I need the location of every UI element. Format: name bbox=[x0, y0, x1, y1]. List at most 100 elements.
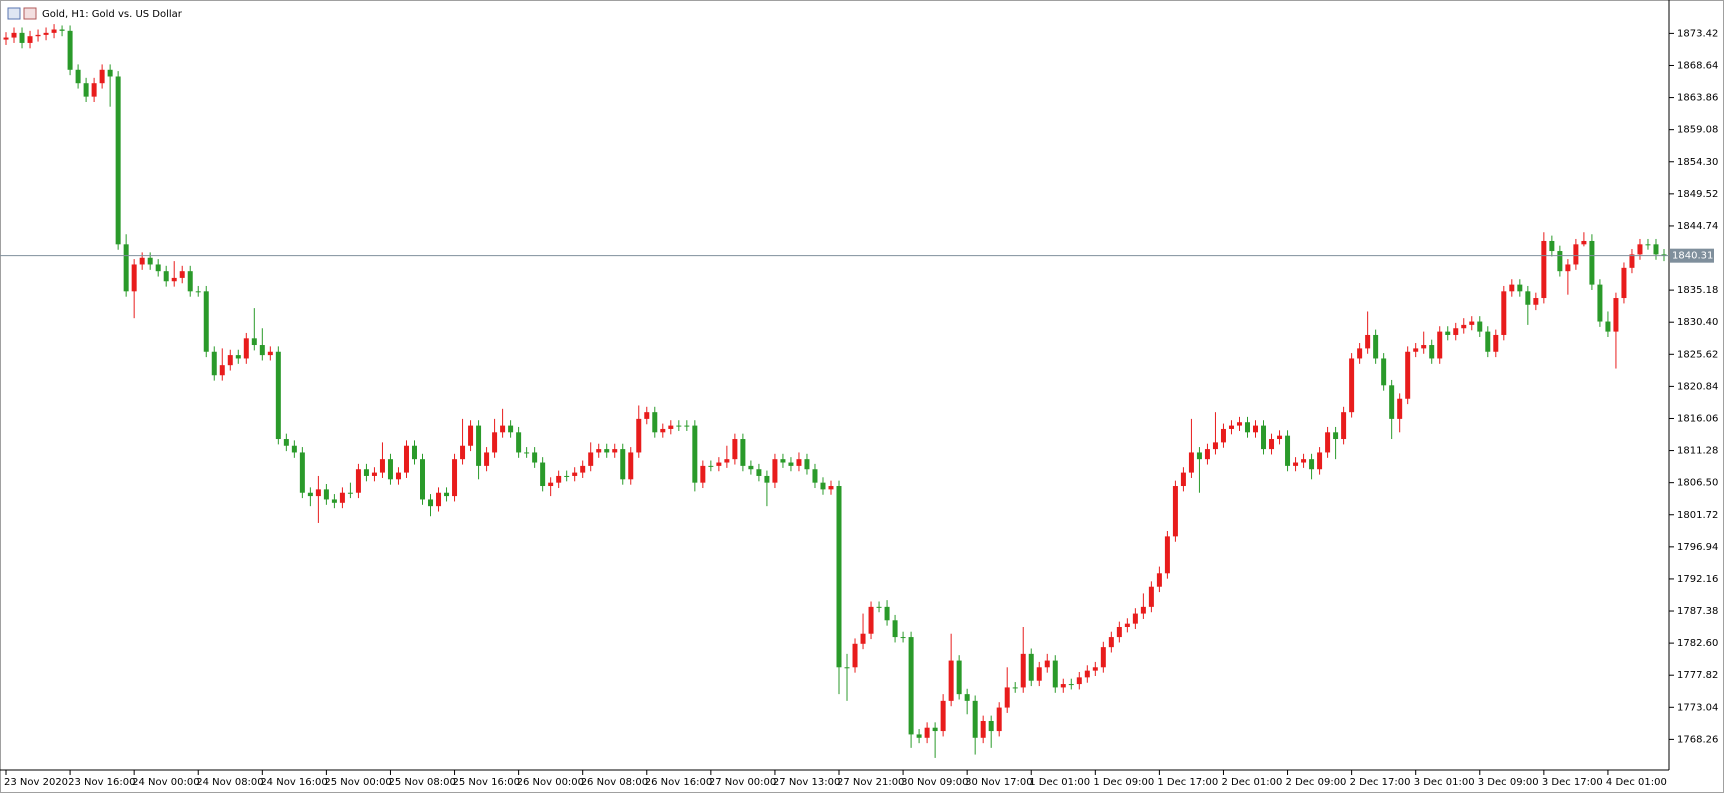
x-tick-label: 2 Dec 01:00 bbox=[1221, 777, 1282, 788]
candle-body bbox=[1196, 452, 1202, 460]
candle-body bbox=[203, 291, 209, 352]
candle-body bbox=[99, 69, 105, 84]
candle-body bbox=[788, 462, 794, 466]
candle-body bbox=[315, 489, 321, 497]
candle-body bbox=[476, 425, 482, 466]
candle-body bbox=[596, 449, 602, 453]
candle-body bbox=[131, 264, 137, 292]
candle-body bbox=[1453, 328, 1459, 335]
candle-body bbox=[1621, 267, 1627, 299]
candle-body bbox=[1277, 435, 1283, 440]
candle-body bbox=[1381, 358, 1387, 386]
candle-body bbox=[1188, 452, 1194, 473]
candle-body bbox=[1060, 684, 1066, 688]
candle-body bbox=[1020, 653, 1026, 688]
candle-body bbox=[179, 271, 185, 278]
candle-body bbox=[235, 355, 241, 359]
candle-body bbox=[828, 486, 834, 490]
y-tick-label: 1854.30 bbox=[1677, 157, 1718, 168]
candle-body bbox=[267, 351, 273, 356]
candle-body bbox=[724, 459, 730, 463]
y-tick-label: 1816.06 bbox=[1677, 413, 1718, 424]
candle-body bbox=[1317, 452, 1323, 470]
candle-body bbox=[948, 660, 954, 701]
x-tick-label: 26 Nov 16:00 bbox=[645, 777, 712, 788]
candle-body bbox=[1349, 358, 1355, 413]
candle-body bbox=[916, 734, 922, 738]
candle-body bbox=[748, 465, 754, 470]
candle-body bbox=[27, 36, 33, 43]
x-tick-label: 3 Dec 17:00 bbox=[1542, 777, 1603, 788]
candle-body bbox=[620, 449, 626, 480]
candle-body bbox=[1164, 536, 1170, 574]
x-tick-label: 23 Nov 16:00 bbox=[68, 777, 135, 788]
candle-body bbox=[588, 452, 594, 466]
candle-body bbox=[1637, 244, 1643, 255]
candle-body bbox=[1004, 687, 1010, 708]
candle-body bbox=[171, 277, 177, 282]
x-tick-label: 25 Nov 08:00 bbox=[388, 777, 455, 788]
candle-body bbox=[1357, 348, 1363, 359]
candle-body bbox=[387, 459, 393, 480]
candle-body bbox=[1597, 284, 1603, 322]
candle-body bbox=[43, 32, 49, 35]
candle-body bbox=[524, 452, 530, 454]
candle-body bbox=[1261, 425, 1267, 450]
candle-body bbox=[403, 445, 409, 473]
candle-body bbox=[956, 660, 962, 695]
candle-body bbox=[1565, 264, 1571, 272]
candle-body bbox=[764, 475, 770, 483]
candle-body bbox=[1012, 687, 1018, 689]
candle-body bbox=[1148, 586, 1154, 607]
candle-body bbox=[804, 459, 810, 470]
candle-body bbox=[884, 606, 890, 621]
candle-body bbox=[708, 465, 714, 467]
candle-body bbox=[492, 432, 498, 453]
candle-body bbox=[796, 459, 802, 466]
candle-body bbox=[756, 469, 762, 476]
candle-body bbox=[1212, 442, 1218, 450]
candle-body bbox=[1613, 298, 1619, 332]
x-tick-label: 2 Dec 09:00 bbox=[1286, 777, 1347, 788]
candle-body bbox=[1236, 422, 1242, 426]
candle-body bbox=[1405, 351, 1411, 399]
candle-body bbox=[532, 452, 538, 463]
candle-body bbox=[868, 606, 874, 634]
candle-body bbox=[1068, 684, 1074, 686]
candle-body bbox=[468, 425, 474, 446]
y-tick-label: 1773.04 bbox=[1677, 702, 1718, 713]
candle-body bbox=[660, 428, 666, 433]
candle-body bbox=[940, 700, 946, 732]
candle-body bbox=[860, 633, 866, 644]
y-tick-label: 1868.64 bbox=[1677, 60, 1718, 71]
y-tick-label: 1806.50 bbox=[1677, 478, 1718, 489]
candle-body bbox=[1429, 345, 1435, 359]
y-tick-label: 1792.16 bbox=[1677, 574, 1718, 585]
candle-body bbox=[996, 707, 1002, 732]
x-tick-label: 1 Dec 09:00 bbox=[1093, 777, 1154, 788]
candle-body bbox=[1309, 459, 1315, 470]
candle-body bbox=[1341, 412, 1347, 440]
candle-body bbox=[91, 83, 97, 97]
candle-body bbox=[291, 445, 297, 453]
x-tick-label: 25 Nov 00:00 bbox=[324, 777, 391, 788]
candle-body bbox=[1036, 667, 1042, 681]
candle-body bbox=[1124, 623, 1130, 628]
candle-body bbox=[876, 606, 882, 608]
candle-body bbox=[1469, 321, 1475, 325]
candle-body bbox=[1461, 324, 1467, 329]
candle-body bbox=[1589, 240, 1595, 285]
candle-body bbox=[740, 439, 746, 466]
candle-body bbox=[1493, 334, 1499, 352]
candle-body bbox=[572, 472, 578, 476]
x-tick-label: 24 Nov 00:00 bbox=[132, 777, 199, 788]
chart-icon bbox=[23, 7, 37, 20]
candle-body bbox=[259, 345, 265, 356]
candle-body bbox=[716, 462, 722, 466]
candle-body bbox=[1220, 428, 1226, 443]
x-tick-label: 3 Dec 09:00 bbox=[1478, 777, 1539, 788]
y-tick-label: 1782.60 bbox=[1677, 638, 1718, 649]
candle-body bbox=[283, 439, 289, 446]
candle-body bbox=[1092, 667, 1098, 671]
candle-body bbox=[51, 29, 57, 33]
